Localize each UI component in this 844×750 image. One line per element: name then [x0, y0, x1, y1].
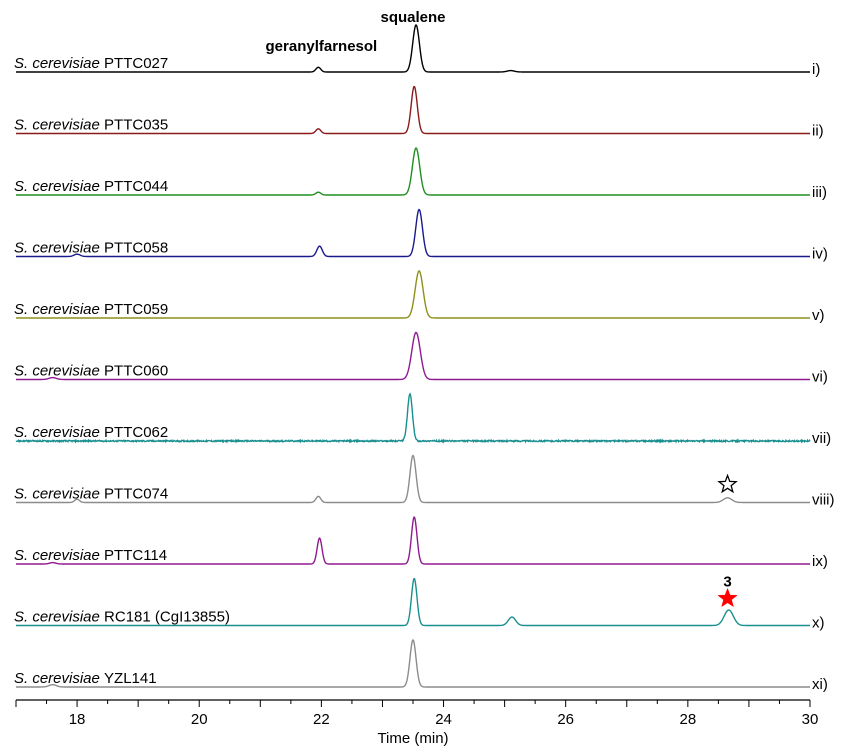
- trace-label-species: S. cerevisiae: [14, 363, 100, 380]
- trace-line: [16, 516, 810, 565]
- trace-label-strain: RC181 (CgI13855): [100, 609, 230, 626]
- trace-label-species: S. cerevisiae: [14, 547, 100, 564]
- trace-line: [15, 392, 811, 444]
- trace-label: S. cerevisiae PTTC027: [14, 55, 168, 72]
- trace-line: [16, 577, 810, 627]
- trace-label: S. cerevisiae PTTC059: [14, 301, 168, 318]
- annotation-group: 3: [717, 473, 738, 608]
- x-tick-label: 26: [557, 711, 574, 728]
- trace-roman-numeral: vi): [812, 369, 828, 386]
- trace-roman-numeral: v): [812, 307, 825, 324]
- x-tick-label: 18: [69, 711, 86, 728]
- trace-roman-numeral: x): [812, 615, 825, 632]
- x-axis: 18 20 22 24 26 28 30 Time (min): [15, 699, 819, 747]
- trace-roman-numeral: vii): [812, 430, 831, 447]
- trace-label-strain: PTTC059: [100, 301, 168, 318]
- x-tick-label: 20: [191, 711, 208, 728]
- trace-label: S. cerevisiae PTTC062: [14, 424, 168, 441]
- x-tick-label: 30: [802, 711, 819, 728]
- trace-line: [16, 147, 810, 196]
- x-tick-label: 24: [435, 711, 452, 728]
- trace-line: [16, 270, 810, 319]
- trace-label-strain: PTTC035: [100, 117, 168, 134]
- x-axis-ticks: 18 20 22 24 26 28 30: [15, 700, 819, 728]
- x-tick-label: 28: [680, 711, 697, 728]
- trace-line: [16, 208, 810, 258]
- x-tick-label: 22: [313, 711, 330, 728]
- trace-line: [16, 454, 810, 504]
- trace-label: S. cerevisiae PTTC058: [14, 240, 168, 257]
- compound-number-label: 3: [723, 574, 731, 591]
- trace-label: S. cerevisiae PTTC044: [14, 178, 168, 195]
- trace-roman-numeral: xi): [812, 676, 828, 693]
- trace-label-species: S. cerevisiae: [14, 117, 100, 134]
- trace-label-group: S. cerevisiae PTTC027 i) S. cerevisiae PTT…: [14, 55, 835, 693]
- peak-label: geranylfarnesol: [266, 38, 378, 55]
- trace-label-strain: PTTC074: [100, 486, 168, 503]
- trace-label: S. cerevisiae PTTC035: [14, 117, 168, 134]
- trace-label-species: S. cerevisiae: [14, 670, 100, 687]
- trace-label-species: S. cerevisiae: [14, 486, 100, 503]
- trace-label-strain: PTTC027: [100, 55, 168, 72]
- trace-label: S. cerevisiae PTTC074: [14, 486, 168, 503]
- trace-roman-numeral: iii): [812, 184, 827, 201]
- trace-label-species: S. cerevisiae: [14, 609, 100, 626]
- trace-label: S. cerevisiae PTTC060: [14, 363, 168, 380]
- filled-star-marker: [717, 587, 738, 608]
- peak-label: squalene: [380, 9, 445, 26]
- trace-line: [16, 331, 810, 381]
- trace-label-species: S. cerevisiae: [14, 55, 100, 72]
- trace-label: S. cerevisiae YZL141: [14, 670, 157, 687]
- trace-line: [16, 638, 810, 688]
- trace-label: S. cerevisiae PTTC114: [14, 547, 167, 564]
- trace-roman-numeral: i): [812, 61, 820, 78]
- trace-label-species: S. cerevisiae: [14, 240, 100, 257]
- trace-line: [16, 24, 810, 73]
- x-axis-title: Time (min): [377, 730, 448, 747]
- trace-label-strain: PTTC060: [100, 363, 168, 380]
- trace-line: [16, 85, 810, 135]
- trace-label-strain: PTTC058: [100, 240, 168, 257]
- trace-label: S. cerevisiae RC181 (CgI13855): [14, 609, 230, 626]
- trace-label-strain: PTTC114: [100, 547, 167, 564]
- trace-label-strain: PTTC062: [100, 424, 168, 441]
- trace-label-strain: PTTC044: [100, 178, 168, 195]
- trace-label-species: S. cerevisiae: [14, 301, 100, 318]
- trace-roman-numeral: ix): [812, 553, 828, 570]
- trace-roman-numeral: viii): [812, 492, 835, 509]
- trace-label-species: S. cerevisiae: [14, 178, 100, 195]
- trace-label-species: S. cerevisiae: [14, 424, 100, 441]
- open-star-marker: [717, 473, 738, 494]
- trace-group: [15, 24, 811, 688]
- trace-label-strain: YZL141: [100, 670, 157, 687]
- trace-roman-numeral: ii): [812, 123, 824, 140]
- trace-roman-numeral: iv): [812, 246, 828, 263]
